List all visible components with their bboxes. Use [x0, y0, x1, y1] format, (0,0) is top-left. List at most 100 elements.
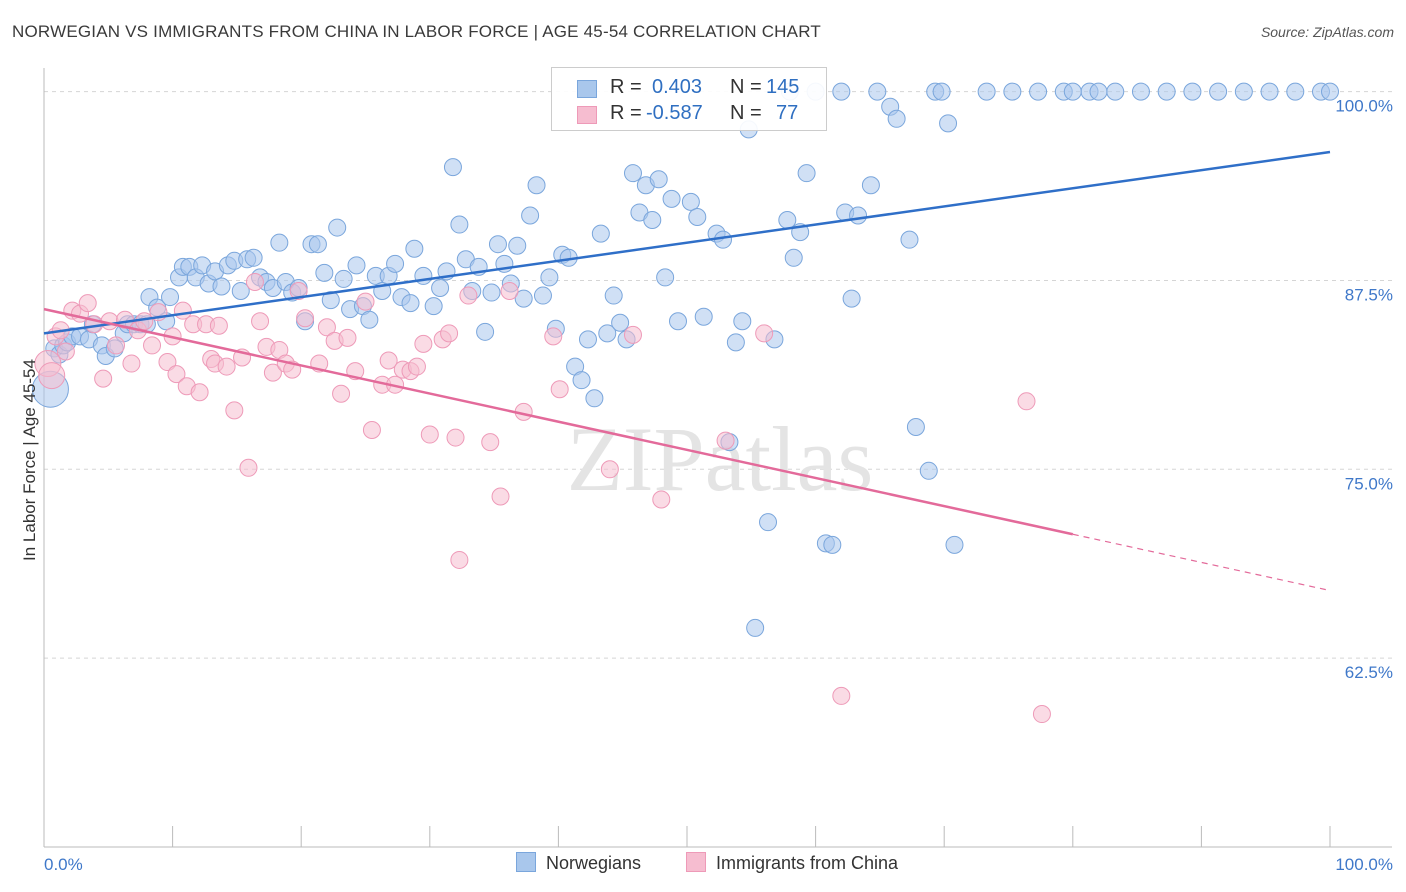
china-point — [38, 362, 66, 390]
china-point — [78, 294, 97, 313]
norwegian-point — [797, 164, 816, 183]
norwegian-point — [386, 254, 405, 273]
china-point — [379, 351, 398, 370]
norwegian-point — [733, 312, 752, 331]
china-swatch — [577, 106, 597, 124]
china-point — [296, 309, 315, 328]
norwegian-point — [861, 176, 880, 195]
norwegian-point — [1286, 82, 1305, 101]
norwegian-point — [450, 215, 469, 234]
norwegian-point — [514, 289, 533, 308]
norwegian-point — [1234, 82, 1253, 101]
china-point — [362, 421, 381, 440]
data-points — [31, 82, 1339, 724]
china-point — [832, 686, 851, 705]
china-point — [652, 490, 671, 509]
norwegian-point — [1157, 82, 1176, 101]
china-point — [1017, 392, 1036, 411]
norwegian-point — [688, 207, 707, 226]
norwegian-point — [906, 417, 925, 436]
norwegian-point — [482, 283, 501, 302]
china-point — [623, 325, 642, 344]
china-point — [190, 383, 209, 402]
china-point — [446, 428, 465, 447]
legend-label-norwegians: Norwegians — [546, 853, 642, 873]
norwegian-point — [746, 618, 765, 637]
norwegian-point — [1209, 82, 1228, 101]
china-point — [500, 282, 519, 301]
norwegian-point — [623, 164, 642, 183]
norwegian-point — [662, 189, 681, 208]
china-point — [356, 292, 375, 311]
norwegian-point — [681, 192, 700, 211]
norwegian-point — [759, 513, 778, 532]
china-trend-line — [43, 307, 1074, 536]
norwegians-trend-line — [43, 150, 1331, 335]
norwegians-swatch — [577, 80, 597, 98]
china-point — [481, 433, 500, 452]
norwegian-point — [977, 82, 996, 101]
norwegian-point — [784, 248, 803, 267]
china-point — [94, 369, 113, 388]
n-label: N = — [730, 102, 762, 124]
china-point — [217, 357, 236, 376]
n-value: 145 — [766, 76, 800, 98]
y-tick-label: 87.5% — [1345, 285, 1393, 304]
norwegian-point — [668, 312, 687, 331]
norwegian-point — [578, 330, 597, 349]
y-axis-label: In Labor Force | Age 45-54 — [20, 359, 39, 561]
norwegian-point — [315, 263, 334, 282]
norwegian-point — [1003, 82, 1022, 101]
norwegian-point — [443, 158, 462, 177]
china-point — [122, 354, 141, 373]
norwegian-point — [598, 324, 617, 343]
china-point — [1032, 705, 1051, 724]
watermark: ZIPatlas — [567, 408, 874, 510]
x-tick-label-start: 0.0% — [44, 855, 83, 874]
norwegian-point — [832, 82, 851, 101]
y-tick-label: 100.0% — [1335, 97, 1393, 116]
r-value: -0.587 — [646, 102, 703, 124]
legend-item-china: Immigrants from China — [686, 852, 898, 876]
chart-source: Source: ZipAtlas.com — [1260, 24, 1394, 40]
stats-box: R = 0.403 N = 145 R = -0.587 N = 77 — [551, 67, 827, 131]
r-label: R = — [610, 76, 642, 98]
china-point — [56, 342, 75, 361]
norwegian-point — [212, 277, 231, 296]
norwegian-point — [591, 224, 610, 243]
norwegian-point — [521, 206, 540, 225]
norwegian-point — [656, 268, 675, 287]
norwegian-point — [161, 288, 180, 307]
china-point — [317, 318, 336, 337]
china-point — [440, 324, 459, 343]
china-point — [289, 282, 308, 301]
chart-title: NORWEGIAN VS IMMIGRANTS FROM CHINA IN LA… — [12, 22, 821, 41]
stats-row-norwegians: R = 0.403 N = 145 — [552, 74, 826, 102]
china-point — [600, 460, 619, 479]
norwegian-point — [488, 235, 507, 254]
norwegian-point — [1183, 82, 1202, 101]
china-point — [414, 334, 433, 353]
legend-item-norwegians: Norwegians — [516, 852, 641, 876]
norwegian-point — [431, 279, 450, 298]
norwegian-point — [231, 282, 250, 301]
norwegian-point — [360, 310, 379, 329]
norwegian-point — [849, 206, 868, 225]
china-point — [407, 357, 426, 376]
norwegian-point — [1106, 82, 1125, 101]
norwegian-point — [1260, 82, 1279, 101]
norwegian-point — [585, 389, 604, 408]
china-point — [245, 272, 264, 291]
norwegian-point — [868, 82, 887, 101]
china-point — [251, 312, 270, 331]
norwegian-point — [823, 535, 842, 554]
china-point — [550, 380, 569, 399]
r-label: R = — [610, 102, 642, 124]
china-point — [544, 327, 563, 346]
norwegian-point — [508, 236, 527, 255]
norwegian-point — [1321, 82, 1339, 101]
norwegian-point — [1063, 82, 1082, 101]
norwegian-point — [476, 322, 495, 341]
china-point — [158, 353, 177, 372]
